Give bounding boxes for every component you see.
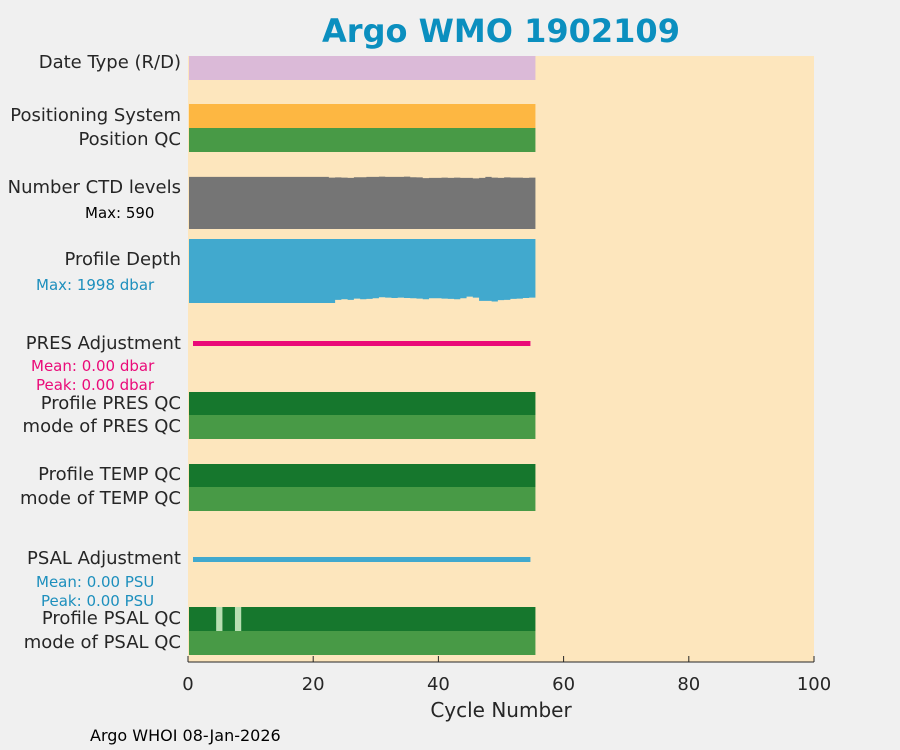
profile-depth-area <box>189 239 536 303</box>
positioning-system-bar <box>189 104 536 128</box>
mode-temp-qc-bar <box>189 487 536 511</box>
positioning-system-label: Positioning System <box>10 105 181 126</box>
psal-mean-label: Mean: 0.00 PSU <box>36 573 155 591</box>
pres-adjustment-line <box>193 341 531 346</box>
date-type-bar <box>189 56 536 80</box>
ctd-max-label: Max: 590 <box>85 204 155 222</box>
pres-adjustment-label: PRES Adjustment <box>25 333 181 354</box>
position-qc-bar <box>189 128 536 152</box>
profile-psal-qc-label: Profile PSAL QC <box>41 608 181 629</box>
pres-mean-label: Mean: 0.00 dbar <box>31 357 155 375</box>
x-tick-label-80: 80 <box>677 674 701 695</box>
psal-adjustment-label: PSAL Adjustment <box>26 548 181 569</box>
mode-pres-qc-label: mode of PRES QC <box>22 416 181 437</box>
x-tick-label-60: 60 <box>552 674 576 695</box>
mode-temp-qc-label: mode of TEMP QC <box>19 488 181 509</box>
pres-peak-label: Peak: 0.00 dbar <box>36 376 155 394</box>
psal-peak-label: Peak: 0.00 PSU <box>41 592 155 610</box>
mode-pres-qc-bar <box>189 415 536 439</box>
mode-psal-qc-bar <box>189 631 536 655</box>
footer-credit: Argo WHOI 08-Jan-2026 <box>90 726 281 745</box>
profile-temp-qc-label: Profile TEMP QC <box>38 464 181 485</box>
profile-psal-qc-light-cell-0 <box>216 607 223 631</box>
profile-pres-qc-bar <box>189 392 536 415</box>
x-tick-label-0: 0 <box>182 674 194 695</box>
profile-psal-qc-light-cell-1 <box>234 607 242 631</box>
mode-psal-qc-label: mode of PSAL QC <box>23 632 181 653</box>
chart-title: Argo WMO 1902109 <box>322 12 680 50</box>
x-axis-label: Cycle Number <box>430 698 572 722</box>
psal-adjustment-line <box>193 557 531 562</box>
position-qc-label: Position QC <box>78 129 181 150</box>
x-tick-label-40: 40 <box>426 674 450 695</box>
ctd-levels-area <box>189 176 536 229</box>
x-tick-label-100: 100 <box>796 674 832 695</box>
profile-depth-label: Profile Depth <box>64 249 181 270</box>
profile-psal-qc-bar <box>189 607 536 631</box>
profile-temp-qc-bar <box>189 464 536 487</box>
depth-max-label: Max: 1998 dbar <box>36 276 155 294</box>
ctd-levels-label: Number CTD levels <box>7 177 181 198</box>
profile-pres-qc-label: Profile PRES QC <box>40 393 181 414</box>
date-type-label: Date Type (R/D) <box>38 52 181 73</box>
x-tick-label-20: 20 <box>301 674 325 695</box>
